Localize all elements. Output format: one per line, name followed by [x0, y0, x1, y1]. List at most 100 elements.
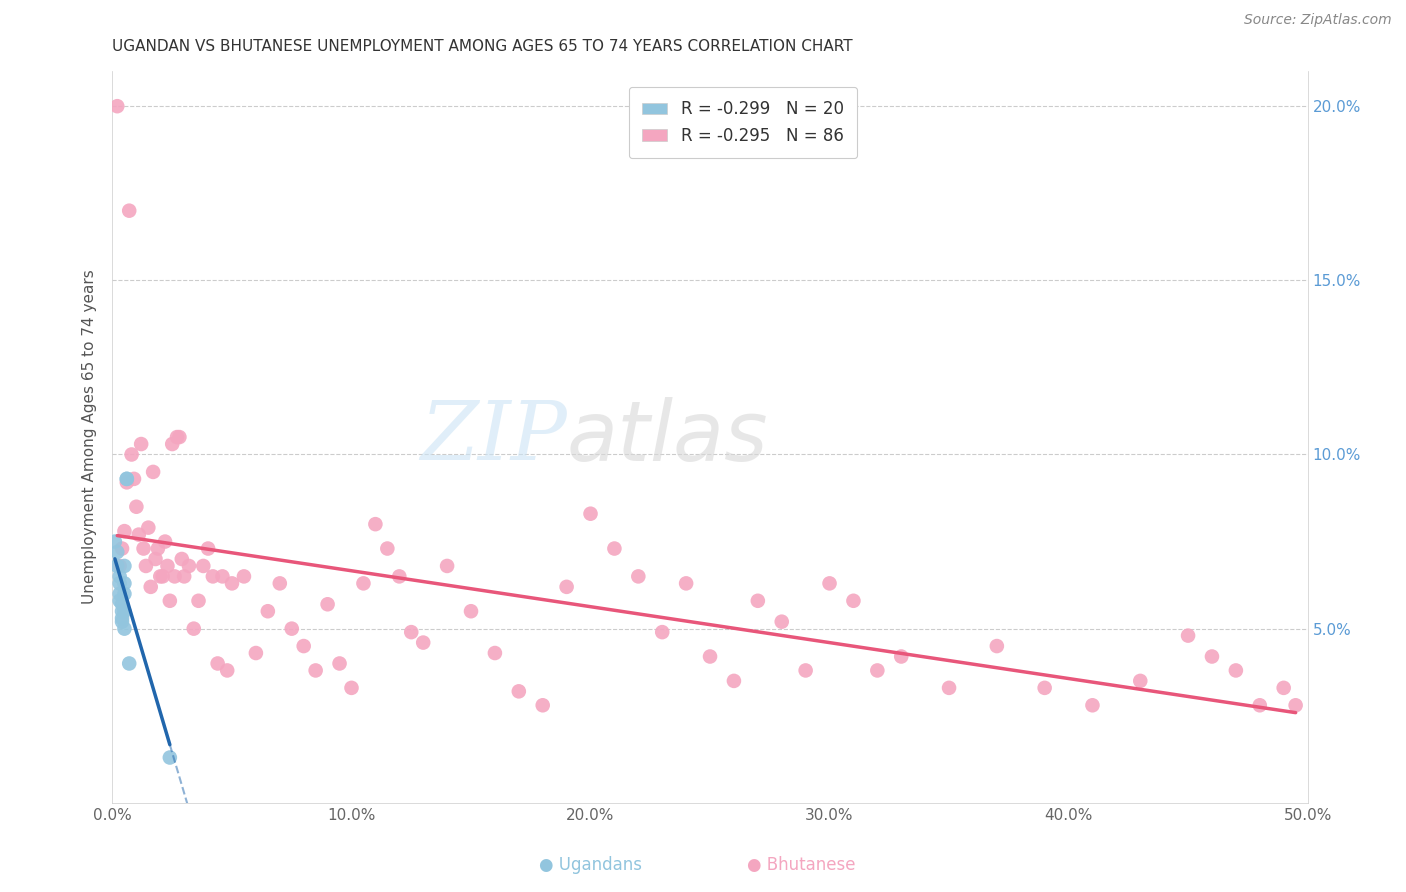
Point — [111, 597, 134, 611]
Point — [1129, 673, 1152, 688]
Text: ● Bhutanese: ● Bhutanese — [747, 856, 856, 874]
Point — [111, 611, 134, 625]
Point — [115, 472, 138, 486]
Point — [938, 681, 960, 695]
Point — [794, 664, 817, 678]
Point — [166, 430, 188, 444]
Point — [245, 646, 267, 660]
Point — [156, 558, 179, 573]
Point — [108, 558, 131, 573]
Point — [115, 472, 138, 486]
Point — [1033, 681, 1056, 695]
Point — [104, 534, 127, 549]
Point — [163, 569, 186, 583]
Point — [105, 99, 128, 113]
Point — [108, 587, 131, 601]
Point — [627, 569, 650, 583]
Point — [305, 664, 328, 678]
Point — [723, 673, 745, 688]
Text: ZIP: ZIP — [420, 397, 567, 477]
Point — [866, 664, 889, 678]
Point — [460, 604, 482, 618]
Point — [122, 472, 145, 486]
Point — [125, 500, 148, 514]
Point — [105, 558, 128, 573]
Point — [183, 622, 205, 636]
Point — [142, 465, 165, 479]
Point — [139, 580, 162, 594]
Point — [269, 576, 291, 591]
Point — [108, 576, 131, 591]
Point — [207, 657, 229, 671]
Point — [1201, 649, 1223, 664]
Point — [132, 541, 155, 556]
Point — [152, 569, 174, 583]
Text: UGANDAN VS BHUTANESE UNEMPLOYMENT AMONG AGES 65 TO 74 YEARS CORRELATION CHART: UGANDAN VS BHUTANESE UNEMPLOYMENT AMONG … — [112, 38, 853, 54]
Point — [135, 558, 157, 573]
Point — [281, 622, 304, 636]
Point — [118, 657, 141, 671]
Point — [111, 615, 134, 629]
Legend: R = -0.299   N = 20, R = -0.295   N = 86: R = -0.299 N = 20, R = -0.295 N = 86 — [628, 87, 858, 158]
Text: ● Ugandans: ● Ugandans — [538, 856, 643, 874]
Point — [1177, 629, 1199, 643]
Point — [747, 594, 769, 608]
Point — [890, 649, 912, 664]
Point — [114, 558, 135, 573]
Point — [201, 569, 224, 583]
Point — [412, 635, 434, 649]
Point — [108, 569, 131, 583]
Point — [364, 517, 387, 532]
Point — [675, 576, 697, 591]
Text: Source: ZipAtlas.com: Source: ZipAtlas.com — [1244, 13, 1392, 28]
Point — [770, 615, 793, 629]
Point — [115, 475, 138, 490]
Point — [699, 649, 721, 664]
Point — [401, 625, 423, 640]
Point — [187, 594, 209, 608]
Point — [121, 448, 143, 462]
Point — [329, 657, 352, 671]
Point — [159, 594, 181, 608]
Point — [484, 646, 506, 660]
Point — [114, 604, 135, 618]
Point — [1285, 698, 1308, 713]
Point — [138, 521, 160, 535]
Point — [111, 541, 134, 556]
Point — [105, 545, 128, 559]
Point — [193, 558, 215, 573]
Point — [651, 625, 673, 640]
Point — [169, 430, 191, 444]
Point — [340, 681, 363, 695]
Point — [257, 604, 280, 618]
Point — [292, 639, 315, 653]
Point — [149, 569, 172, 583]
Point — [316, 597, 339, 611]
Y-axis label: Unemployment Among Ages 65 to 74 years: Unemployment Among Ages 65 to 74 years — [82, 269, 97, 605]
Point — [986, 639, 1008, 653]
Point — [352, 576, 374, 591]
Point — [145, 552, 167, 566]
Point — [114, 524, 135, 538]
Point — [1225, 664, 1247, 678]
Point — [377, 541, 399, 556]
Point — [118, 203, 141, 218]
Point — [579, 507, 602, 521]
Point — [173, 569, 195, 583]
Point — [114, 587, 135, 601]
Text: atlas: atlas — [567, 397, 768, 477]
Point — [221, 576, 243, 591]
Point — [842, 594, 865, 608]
Point — [388, 569, 411, 583]
Point — [508, 684, 530, 698]
Point — [211, 569, 233, 583]
Point — [197, 541, 219, 556]
Point — [177, 558, 200, 573]
Point — [1249, 698, 1271, 713]
Point — [603, 541, 626, 556]
Point — [162, 437, 183, 451]
Point — [128, 527, 150, 541]
Point — [555, 580, 578, 594]
Point — [436, 558, 458, 573]
Point — [531, 698, 554, 713]
